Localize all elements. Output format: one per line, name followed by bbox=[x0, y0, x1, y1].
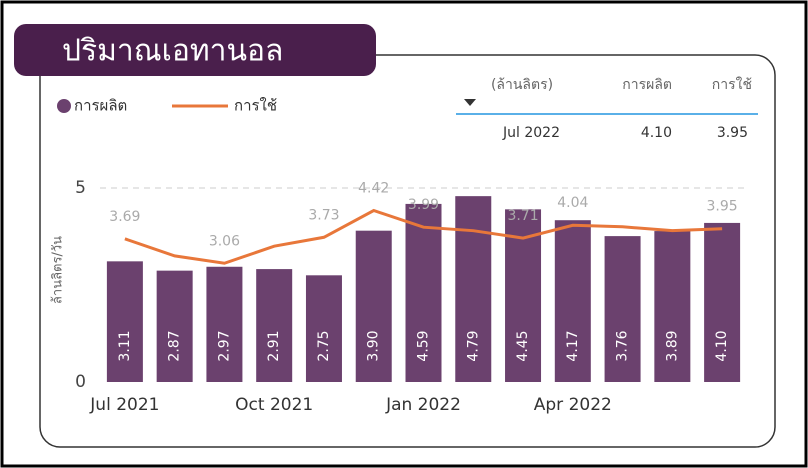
x-tick-label: Jan 2022 bbox=[385, 395, 461, 415]
line-value-label: 3.06 bbox=[209, 233, 240, 249]
bar bbox=[704, 222, 741, 382]
bar-value-label: 4.45 bbox=[515, 330, 531, 361]
line-value-label: 4.04 bbox=[557, 195, 588, 211]
x-tick-label: Jul 2021 bbox=[89, 395, 159, 415]
bar-value-label: 4.17 bbox=[565, 330, 581, 361]
legend-label: การผลิต bbox=[74, 97, 127, 115]
line-value-label: 4.42 bbox=[358, 181, 389, 197]
bar-value-label: 4.79 bbox=[465, 330, 481, 361]
x-tick-label: Oct 2021 bbox=[235, 395, 313, 415]
table-cell: 4.10 bbox=[641, 125, 672, 141]
bar bbox=[405, 203, 442, 382]
chart-title: ปริมาณเอทานอล bbox=[62, 34, 283, 69]
bar bbox=[604, 236, 641, 382]
bar-value-label: 3.90 bbox=[366, 330, 382, 361]
bar bbox=[554, 220, 591, 382]
bar bbox=[455, 196, 492, 382]
bar bbox=[156, 270, 193, 382]
table-header: การใช้ bbox=[712, 76, 752, 93]
y-axis-label: ล้านลิตร/วัน bbox=[51, 236, 66, 304]
line-value-label: 3.71 bbox=[507, 208, 538, 224]
table-header: (ล้านลิตร) bbox=[491, 77, 553, 93]
bar-value-label: 3.76 bbox=[615, 330, 631, 361]
line-value-label: 3.69 bbox=[109, 209, 140, 225]
y-tick-label: 0 bbox=[75, 372, 86, 392]
bar-value-label: 2.87 bbox=[167, 330, 183, 361]
legend-marker bbox=[57, 99, 71, 113]
table-cell: 3.95 bbox=[717, 125, 748, 141]
bar bbox=[206, 266, 243, 382]
table-header: การผลิต bbox=[622, 77, 672, 93]
bar bbox=[654, 231, 691, 382]
title-tab bbox=[14, 24, 376, 76]
bar bbox=[256, 269, 293, 382]
bar-value-label: 2.91 bbox=[266, 330, 282, 361]
bar-value-label: 4.59 bbox=[416, 330, 432, 361]
bar-value-label: 2.97 bbox=[216, 330, 232, 361]
y-tick-label: 5 bbox=[75, 178, 86, 198]
line-value-label: 3.95 bbox=[707, 199, 738, 215]
bar-value-label: 2.75 bbox=[316, 330, 332, 361]
bar-value-label: 3.11 bbox=[117, 330, 133, 361]
legend-label: การใช้ bbox=[234, 97, 277, 115]
bar-value-label: 4.10 bbox=[714, 330, 730, 361]
x-tick-label: Apr 2022 bbox=[534, 395, 612, 415]
bar-value-label: 3.89 bbox=[664, 330, 680, 361]
line-value-label: 3.73 bbox=[308, 207, 339, 223]
table-cell: Jul 2022 bbox=[502, 125, 560, 141]
line-value-label: 3.99 bbox=[408, 197, 439, 213]
line bbox=[124, 208, 723, 265]
bar bbox=[106, 261, 143, 382]
bar bbox=[355, 230, 392, 382]
bar bbox=[305, 275, 342, 382]
sort-icon bbox=[464, 99, 476, 106]
